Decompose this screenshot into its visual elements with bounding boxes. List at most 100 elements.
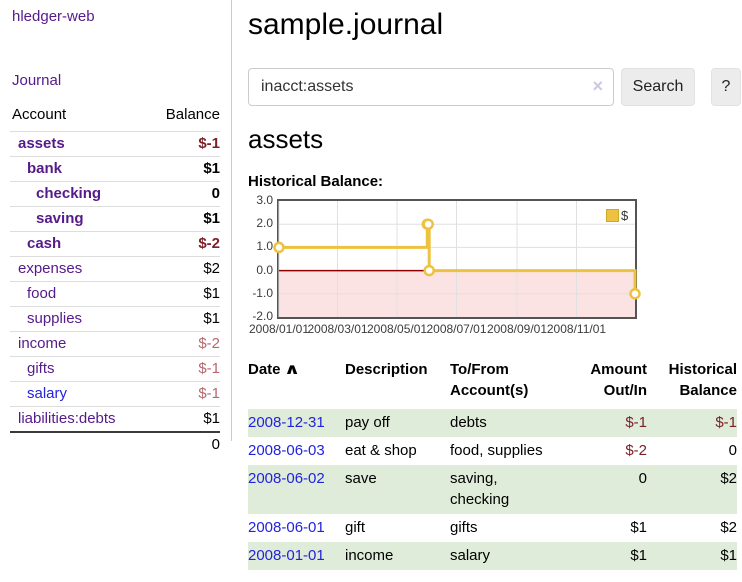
account-link[interactable]: checking <box>36 185 102 202</box>
app-title-link[interactable]: hledger-web <box>12 8 95 25</box>
transaction-balance: $2 <box>720 470 737 487</box>
transaction-row[interactable]: 2008-12-31 pay off debts $-1 $-1 <box>248 409 737 437</box>
search-bar: × Search ? <box>248 68 742 106</box>
account-link[interactable]: liabilities:debts <box>18 410 116 427</box>
y-axis-tick-label: 3.0 <box>256 193 273 207</box>
help-button[interactable]: ? <box>711 68 741 106</box>
account-row: gifts $-1 <box>10 356 220 382</box>
account-row: liabilities:debts $1 <box>10 406 220 432</box>
account-balance: 0 <box>147 181 220 207</box>
account-heading: assets <box>248 124 324 154</box>
chart-title: Historical Balance: <box>248 173 384 190</box>
account-balance: $1 <box>147 206 220 232</box>
transaction-row[interactable]: 2008-06-01 gift gifts $1 $2 <box>248 514 737 542</box>
account-link[interactable]: food <box>27 285 57 302</box>
main-content: sample.journal × Search ? assets Histori… <box>248 0 742 570</box>
account-row: supplies $1 <box>10 306 220 332</box>
legend-swatch-icon <box>606 209 619 222</box>
transaction-amount: $1 <box>630 519 647 536</box>
y-axis-tick-label: -2.0 <box>252 309 273 323</box>
transaction-accounts: food, supplies <box>450 442 543 459</box>
y-axis-tick-label: 0.0 <box>256 262 273 277</box>
account-link[interactable]: salary <box>27 385 68 402</box>
account-balance: $-2 <box>147 331 220 357</box>
transaction-description: save <box>345 470 377 487</box>
account-balance: $-1 <box>147 381 220 407</box>
account-balance: $1 <box>147 406 220 432</box>
search-input[interactable] <box>248 68 614 106</box>
transaction-balance: $-1 <box>715 414 737 431</box>
transaction-accounts: debts <box>450 414 487 431</box>
sort-ascending-icon: ∧ <box>283 361 300 378</box>
account-link[interactable]: expenses <box>18 260 83 277</box>
chart-canvas <box>273 201 641 317</box>
col-header-amount: Amount Out/In <box>590 361 647 399</box>
transaction-balance: $2 <box>720 519 737 536</box>
transaction-balance: $1 <box>720 547 737 564</box>
transaction-row[interactable]: 2008-06-02 save saving, checking 0 $2 <box>248 465 737 514</box>
account-row: salary $-1 <box>10 381 220 407</box>
account-row: assets $-1 <box>10 131 220 157</box>
transaction-accounts: salary <box>450 547 491 564</box>
transaction-accounts: gifts <box>450 519 478 536</box>
accounts-tbody: assets $-1 bank $1 checking 0 saving $1 … <box>10 131 220 432</box>
transaction-date-link[interactable]: 2008-06-01 <box>248 519 325 536</box>
transaction-description: income <box>345 547 394 564</box>
nav-journal-link[interactable]: Journal <box>12 72 62 89</box>
account-row: income $-2 <box>10 331 220 357</box>
transaction-date-link[interactable]: 2008-06-03 <box>248 442 325 459</box>
account-row: food $1 <box>10 281 220 307</box>
y-axis-tick-label: -1.0 <box>252 285 273 300</box>
col-header-date[interactable]: Date ∧ <box>248 356 345 409</box>
legend-label: $ <box>621 208 629 223</box>
col-header-description: Description <box>345 361 428 378</box>
account-row: saving $1 <box>10 206 220 232</box>
account-balance: $-2 <box>147 231 220 257</box>
transaction-balance: 0 <box>728 442 737 459</box>
transaction-date-link[interactable]: 2008-01-01 <box>248 547 325 564</box>
col-header-balance: Historical Balance <box>668 361 737 399</box>
account-link[interactable]: income <box>18 335 67 352</box>
y-axis-tick-label: 1.0 <box>256 239 273 254</box>
transaction-description: eat & shop <box>345 442 417 459</box>
transaction-row[interactable]: 2008-06-03 eat & shop food, supplies $-2… <box>248 437 737 465</box>
account-balance: $1 <box>147 281 220 307</box>
register-table: Date ∧ Description To/From Account(s) Amo… <box>248 356 737 570</box>
account-link[interactable]: bank <box>27 160 63 177</box>
col-header-date-label: Date <box>248 361 281 378</box>
account-balance: $1 <box>147 156 220 182</box>
account-row: checking 0 <box>10 181 220 207</box>
x-axis-tick-label: 2008/07/01 <box>426 322 487 336</box>
transaction-amount: 0 <box>638 470 647 487</box>
account-link[interactable]: supplies <box>27 310 83 327</box>
x-axis-tick-label: 2008/11/01 <box>546 322 607 336</box>
x-axis-tick-label: 2008/01/01 <box>248 322 310 336</box>
sidebar: hledger-web Journal Account Balance asse… <box>0 0 232 457</box>
clear-search-icon[interactable]: × <box>592 76 603 96</box>
transaction-row[interactable]: 2008-01-01 income salary $1 $1 <box>248 542 737 570</box>
account-link[interactable]: assets <box>18 135 65 152</box>
account-balance: $-1 <box>147 131 220 157</box>
transaction-amount: $-1 <box>625 414 647 431</box>
search-input-wrap: × <box>248 68 614 106</box>
transaction-amount: $1 <box>630 547 647 564</box>
transaction-date-link[interactable]: 2008-12-31 <box>248 414 325 431</box>
register-header-row: Date ∧ Description To/From Account(s) Amo… <box>248 356 737 409</box>
account-balance: $-1 <box>147 356 220 382</box>
account-link[interactable]: cash <box>27 235 62 252</box>
accounts-header-row: Account Balance <box>10 103 220 132</box>
register-tbody: 2008-12-31 pay off debts $-1 $-1 2008-06… <box>248 409 737 570</box>
historical-balance-chart: $ 3.0 2.0 1.0 0.0 -1.0 -2.0 2008/01/01 2008/03/… <box>248 193 742 338</box>
accounts-total-row: 0 <box>10 431 220 457</box>
account-row: bank $1 <box>10 156 220 182</box>
col-header-accounts: To/From Account(s) <box>450 361 529 399</box>
account-link[interactable]: saving <box>36 210 84 227</box>
search-button[interactable]: Search <box>621 68 695 106</box>
chart-plot <box>273 199 641 319</box>
account-link[interactable]: gifts <box>27 360 55 377</box>
account-balance: $1 <box>147 306 220 332</box>
chart-legend: $ <box>606 208 628 223</box>
x-axis-tick-label: 2008/09/01 <box>486 322 547 336</box>
accounts-total-spacer <box>10 431 148 457</box>
transaction-date-link[interactable]: 2008-06-02 <box>248 470 325 487</box>
